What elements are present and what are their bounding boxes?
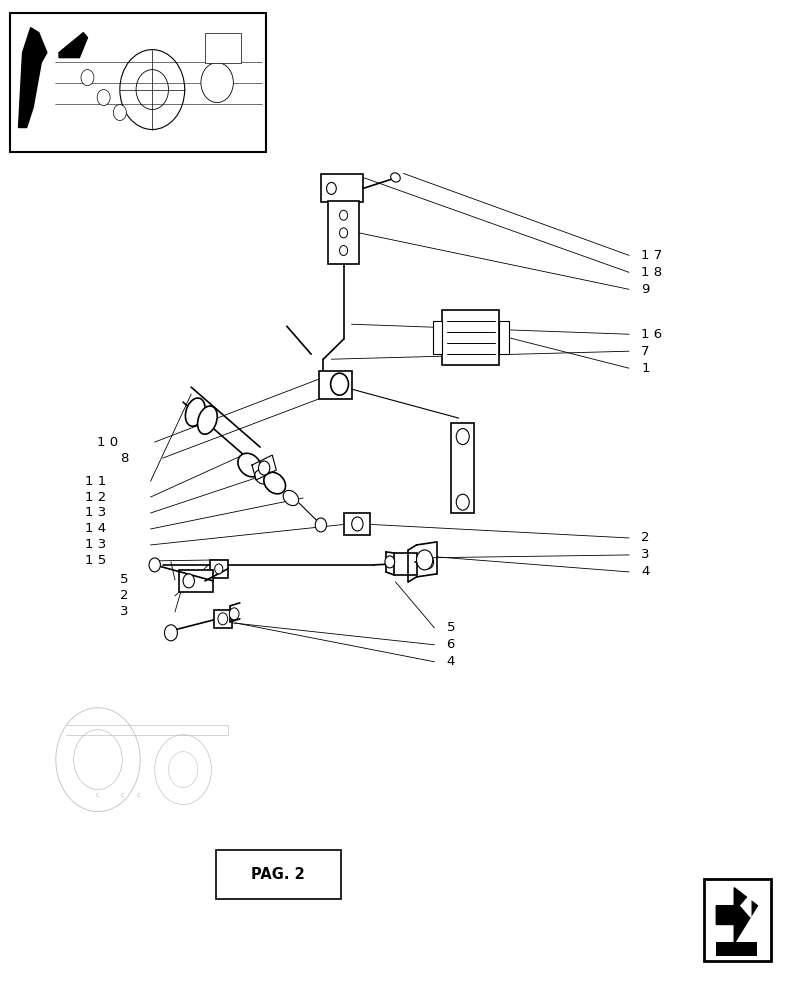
Circle shape xyxy=(422,555,433,569)
Text: 2: 2 xyxy=(120,589,129,602)
Text: 1 4: 1 4 xyxy=(85,522,106,535)
Circle shape xyxy=(456,494,469,510)
Bar xyxy=(442,310,499,365)
Circle shape xyxy=(384,556,394,568)
Polygon shape xyxy=(251,455,276,480)
Ellipse shape xyxy=(238,453,261,477)
Ellipse shape xyxy=(283,490,298,506)
Circle shape xyxy=(339,210,347,220)
Circle shape xyxy=(81,70,94,86)
Polygon shape xyxy=(740,894,750,917)
Circle shape xyxy=(149,558,161,572)
Circle shape xyxy=(114,105,127,121)
Polygon shape xyxy=(19,28,47,128)
Bar xyxy=(11,13,265,152)
Circle shape xyxy=(339,245,347,255)
Ellipse shape xyxy=(390,173,400,182)
Circle shape xyxy=(165,625,177,641)
Bar xyxy=(393,553,416,575)
Circle shape xyxy=(182,574,194,588)
Circle shape xyxy=(229,608,238,620)
Bar xyxy=(703,879,770,961)
Text: 2: 2 xyxy=(641,531,649,544)
Text: c: c xyxy=(136,792,140,798)
Circle shape xyxy=(330,373,348,395)
Bar xyxy=(328,201,358,264)
Circle shape xyxy=(214,564,222,574)
Bar xyxy=(344,513,370,535)
Circle shape xyxy=(120,50,184,130)
Bar xyxy=(499,321,508,354)
Text: 4: 4 xyxy=(641,565,649,578)
Text: 8: 8 xyxy=(120,452,129,465)
Circle shape xyxy=(74,730,122,790)
Text: 1: 1 xyxy=(641,362,649,375)
Ellipse shape xyxy=(264,472,285,494)
Text: PAG. 2: PAG. 2 xyxy=(251,867,305,882)
Circle shape xyxy=(339,228,347,238)
Text: 4: 4 xyxy=(446,655,454,668)
Text: c: c xyxy=(96,792,100,798)
Bar xyxy=(715,942,757,956)
Circle shape xyxy=(416,550,432,570)
Bar xyxy=(204,33,241,63)
Text: 9: 9 xyxy=(641,283,649,296)
Text: c: c xyxy=(120,792,124,798)
Ellipse shape xyxy=(185,398,205,426)
Text: 3: 3 xyxy=(120,605,129,618)
Bar xyxy=(178,570,212,592)
Circle shape xyxy=(155,735,211,805)
Text: 1 2: 1 2 xyxy=(84,491,106,504)
Text: 3: 3 xyxy=(641,548,649,561)
Ellipse shape xyxy=(255,470,268,484)
Text: 1 6: 1 6 xyxy=(641,328,662,341)
Bar xyxy=(213,610,231,628)
Bar xyxy=(320,174,363,202)
Text: 1 8: 1 8 xyxy=(641,266,662,279)
Polygon shape xyxy=(59,33,88,58)
Text: 1 1: 1 1 xyxy=(84,475,106,488)
Text: 1 3: 1 3 xyxy=(84,506,106,519)
Circle shape xyxy=(326,182,336,194)
Circle shape xyxy=(97,90,110,106)
Circle shape xyxy=(258,461,269,475)
Circle shape xyxy=(169,752,197,788)
Circle shape xyxy=(351,517,363,531)
Circle shape xyxy=(217,613,227,625)
Bar xyxy=(215,850,341,899)
Text: 5: 5 xyxy=(120,573,129,586)
Circle shape xyxy=(136,70,169,110)
Bar xyxy=(451,423,474,513)
Polygon shape xyxy=(715,888,757,943)
Circle shape xyxy=(56,708,140,812)
Text: 1 7: 1 7 xyxy=(641,249,662,262)
Text: 5: 5 xyxy=(446,621,454,634)
Circle shape xyxy=(456,429,469,445)
Text: 7: 7 xyxy=(641,345,649,358)
Text: 1 3: 1 3 xyxy=(84,538,106,551)
Text: 1 5: 1 5 xyxy=(84,554,106,567)
Bar xyxy=(209,560,227,578)
Bar xyxy=(432,321,442,354)
Bar xyxy=(319,371,351,399)
Circle shape xyxy=(315,518,326,532)
Text: 6: 6 xyxy=(446,638,454,651)
Ellipse shape xyxy=(197,406,217,434)
Circle shape xyxy=(200,63,233,103)
Text: 1 0: 1 0 xyxy=(97,436,118,449)
